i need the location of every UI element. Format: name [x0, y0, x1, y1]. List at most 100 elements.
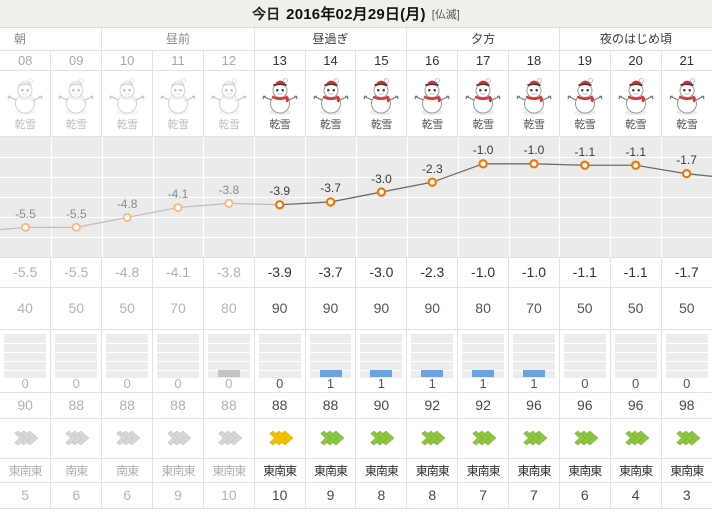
hour-cell-13[interactable]: 13 [254, 50, 306, 71]
hour-cell-09[interactable]: 09 [50, 50, 103, 71]
precip-probability-cell-10: 50 [101, 287, 154, 330]
temperature-point-13[interactable] [275, 199, 285, 209]
wind-arrow-icon [218, 430, 243, 446]
precip-amount-value: 1 [377, 375, 385, 391]
wind-icon-cell-19 [559, 418, 611, 459]
snowman-icon [313, 77, 348, 115]
weather-cell-19: 乾雪 [559, 70, 611, 137]
weather-cell-10: 乾雪 [101, 70, 154, 137]
hour-cell-19[interactable]: 19 [559, 50, 611, 71]
temperature-point-12[interactable] [224, 198, 234, 208]
temperature-point-17[interactable] [478, 158, 488, 169]
temperature-point-label-08: -5.5 [15, 206, 36, 221]
temperature-point-21[interactable] [681, 168, 692, 178]
precip-bar-track [207, 333, 250, 378]
hour-header-row: 08 09 10 11 12 13 14 15 16 17 18 19 20 21 [0, 50, 712, 71]
weather-label: 乾雪 [676, 118, 698, 131]
wind-arrow-icon [65, 430, 90, 446]
precip-probability-cell-11: 70 [152, 287, 204, 330]
wind-direction-cell-08: 東南東 [0, 458, 52, 483]
snowman-icon [516, 77, 552, 115]
wind-icon-row [0, 418, 712, 459]
wind-icon-cell-10 [101, 418, 154, 459]
precip-probability-cell-09: 50 [50, 287, 103, 330]
wind-direction-cell-10: 南東 [101, 458, 154, 483]
chart-gridline-v [559, 136, 560, 257]
temperature-point-14[interactable] [325, 196, 336, 207]
temperature-point-11[interactable] [173, 202, 183, 212]
hour-cell-12[interactable]: 12 [203, 50, 255, 71]
precip-bar [217, 369, 240, 377]
temperature-point-10[interactable] [122, 212, 132, 222]
hour-cell-17[interactable]: 17 [457, 50, 510, 71]
chart-gridline-v [458, 136, 459, 257]
chart-gridline-v [102, 136, 103, 257]
wind-speed-cell-08: 5 [0, 482, 52, 509]
hour-cell-16[interactable]: 16 [406, 50, 459, 71]
temperature-value-row: -5.5 -5.5 -4.8 -4.1 -3.8 -3.9 -3.7 -3.0 -2.3 -1.0… [0, 257, 712, 288]
precip-bar [421, 369, 444, 377]
precip-probability-cell-17: 80 [457, 287, 510, 330]
hour-cell-08[interactable]: 08 [0, 50, 52, 71]
wind-speed-cell-17: 7 [457, 482, 510, 509]
snowman-icon [363, 77, 399, 115]
hour-cell-18[interactable]: 18 [508, 50, 560, 71]
precip-bar-track [563, 333, 606, 378]
precip-bar [319, 369, 342, 377]
precip-amount-cell-10: 0 [101, 329, 154, 393]
temperature-point-label-09: -5.5 [65, 206, 87, 221]
snowman-icon [211, 77, 247, 115]
hour-cell-10[interactable]: 10 [101, 50, 154, 71]
wind-direction-cell-18: 東南東 [508, 458, 560, 483]
temperature-cell-21: -1.7 [661, 257, 712, 288]
temperature-point-label-20: -1.1 [625, 144, 647, 159]
hour-cell-14[interactable]: 14 [305, 50, 357, 71]
wind-speed-cell-13: 10 [254, 482, 306, 509]
humidity-cell-16: 92 [406, 392, 459, 419]
weather-cell-14: 乾雪 [305, 70, 357, 137]
snowman-icon [160, 77, 196, 115]
temperature-point-16[interactable] [427, 176, 437, 187]
temperature-point-20[interactable] [631, 160, 641, 170]
temperature-point-18[interactable] [529, 158, 539, 169]
temperature-point-label-13: -3.9 [269, 184, 291, 199]
hour-cell-21[interactable]: 21 [661, 50, 712, 71]
period-header-4: 夜のはじめ頃 [559, 28, 712, 51]
precip-amount-value: 0 [123, 375, 131, 391]
precip-probability-cell-18: 70 [508, 287, 560, 330]
precip-amount-value: 1 [428, 375, 436, 391]
precip-amount-value: 0 [72, 375, 80, 391]
precip-amount-value: 0 [225, 375, 233, 391]
hour-cell-20[interactable]: 20 [610, 50, 662, 71]
temperature-point-08[interactable] [20, 222, 30, 232]
wind-speed-cell-11: 9 [152, 482, 204, 509]
wind-speed-cell-21: 3 [661, 482, 712, 509]
temperature-cell-12: -3.8 [203, 257, 255, 288]
hour-cell-11[interactable]: 11 [152, 50, 204, 71]
wind-direction-cell-17: 東南東 [457, 458, 510, 483]
weather-cell-08: 乾雪 [0, 70, 52, 137]
chart-gridline-v [407, 136, 408, 257]
weather-cell-21: 乾雪 [661, 70, 712, 137]
temperature-point-label-11: -4.1 [167, 187, 189, 202]
temperature-point-15[interactable] [376, 186, 387, 197]
precip-bar-track [106, 333, 149, 378]
temperature-chart-cell: -5.5 -5.5 -4.8 -4.1 -3.8 -3.9 -3.7 -3.0 -2.3 -1.0… [0, 136, 712, 258]
forecast-date: 2016年02月29日(月) [286, 6, 426, 23]
weather-cell-20: 乾雪 [610, 70, 662, 137]
wind-direction-cell-12: 東南東 [203, 458, 255, 483]
wind-speed-cell-09: 6 [50, 482, 103, 509]
weather-label: 乾雪 [421, 118, 443, 131]
temperature-point-19[interactable] [580, 160, 590, 170]
wind-speed-cell-12: 10 [203, 482, 255, 509]
temperature-point-09[interactable] [71, 222, 81, 232]
precip-bar-track [258, 333, 301, 378]
weather-cell-16: 乾雪 [406, 70, 459, 137]
hour-cell-15[interactable]: 15 [355, 50, 408, 71]
weather-label: 乾雪 [472, 118, 494, 131]
humidity-row: 90 88 88 88 88 88 88 90 92 92 96 96 96 98 [0, 392, 712, 419]
weather-cell-13: 乾雪 [254, 70, 306, 137]
weather-label: 乾雪 [167, 118, 189, 131]
wind-speed-row: 5 6 6 9 10 10 9 8 8 7 7 6 4 3 [0, 482, 712, 509]
weather-cell-15: 乾雪 [355, 70, 408, 137]
